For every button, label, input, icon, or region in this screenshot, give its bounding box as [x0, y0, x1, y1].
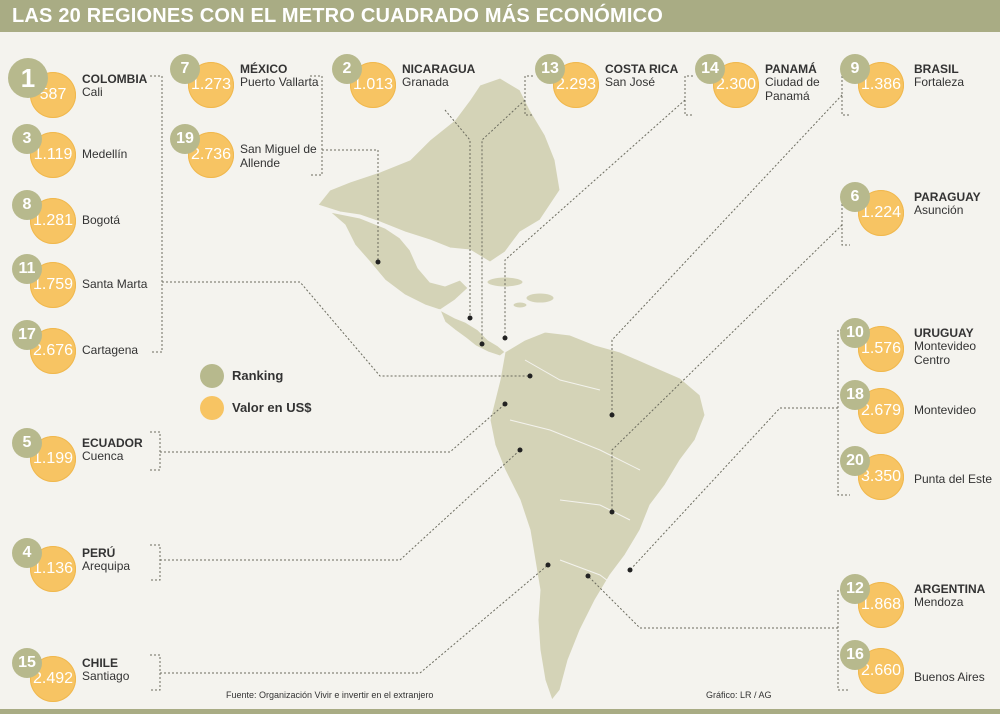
city-label: Fortaleza: [914, 75, 965, 89]
value-swatch: [200, 396, 224, 420]
entry-colombia-santa-marta: 1.759 11 Santa Marta: [12, 254, 182, 318]
bottom-bar: [0, 709, 1000, 714]
rank-badge: 8: [12, 190, 42, 220]
country-label: NICARAGUA: [402, 62, 476, 76]
rank-badge: 5: [12, 428, 42, 458]
country-label: MÉXICO: [240, 62, 288, 76]
rank-badge: 6: [840, 182, 870, 212]
city-label: Santiago: [82, 669, 130, 683]
entry-ecuador-cuenca: 1.199 5 ECUADOR Cuenca: [12, 428, 182, 492]
entry-nicaragua-granada: 1.013 2 NICARAGUA Granada: [332, 54, 502, 118]
city-label: Ciudad de Panamá: [765, 75, 820, 103]
city-label: Granada: [402, 75, 449, 89]
city-label: Punta del Este: [914, 472, 993, 486]
city-label: Medellín: [82, 147, 128, 161]
city-label: Montevideo Centro: [914, 339, 977, 367]
legend-ranking-label: Ranking: [232, 368, 284, 383]
value-badge: 1.386: [858, 62, 904, 108]
country-label: PARAGUAY: [914, 190, 981, 204]
rank-badge: 11: [12, 254, 42, 284]
country-label: ARGENTINA: [914, 582, 986, 596]
entry-paraguay-asuncion: 1.224 6 PARAGUAY Asunción: [840, 182, 1000, 246]
entry-mexico-san-miguel: 2.736 19 San Miguel de Allende: [170, 124, 340, 188]
rank-badge: 15: [12, 648, 42, 678]
value-badge: 3.350: [858, 454, 904, 500]
city-label: Cartagena: [82, 343, 139, 357]
entry-mexico-puerto-vallarta: 1.273 7 MÉXICO Puerto Vallarta: [170, 54, 340, 118]
country-label: URUGUAY: [914, 326, 974, 340]
ranking-swatch: [200, 364, 224, 388]
mexico-land: [328, 211, 469, 311]
rank-badge: 1: [8, 58, 48, 98]
rank-badge: 13: [535, 54, 565, 84]
rank-badge: 19: [170, 124, 200, 154]
country-label: PERÚ: [82, 546, 116, 560]
value-badge: 1.224: [858, 190, 904, 236]
city-label: Asunción: [914, 203, 964, 217]
city-label: San Miguel de Allende: [240, 142, 317, 170]
city-label: Arequipa: [82, 559, 131, 573]
rank-badge: 9: [840, 54, 870, 84]
value-badge: 2.660: [858, 648, 904, 694]
entry-uruguay-punta-del-este: 3.350 20 Punta del Este: [840, 446, 1000, 510]
entry-uruguay-montevideo: 2.679 18 Montevideo: [840, 380, 1000, 444]
source-note: Fuente: Organización Vivir e invertir en…: [226, 690, 434, 700]
city-label: Mendoza: [914, 595, 964, 609]
entry-colombia-cartagena: 2.676 17 Cartagena: [12, 320, 182, 384]
rank-badge: 14: [695, 54, 725, 84]
entry-peru-arequipa: 1.136 4 PERÚ Arequipa: [12, 538, 182, 602]
entry-costa-rica-san-jose: 2.293 13 COSTA RICA San José: [535, 54, 705, 118]
rank-badge: 4: [12, 538, 42, 568]
page-title: LAS 20 REGIONES CON EL METRO CUADRADO MÁ…: [12, 5, 663, 27]
rank-badge: 2: [332, 54, 362, 84]
value-badge: 2.676: [30, 328, 76, 374]
legend-value-label: Valor en US$: [232, 400, 312, 415]
country-label: COSTA RICA: [605, 62, 679, 76]
entry-chile-santiago: 2.492 15 CHILE Santiago: [12, 648, 182, 712]
country-label: PANAMÁ: [765, 62, 817, 76]
rank-badge: 7: [170, 54, 200, 84]
rank-badge: 3: [12, 124, 42, 154]
entry-colombia-medellin: 1.119 3 Medellín: [12, 124, 182, 188]
central-america-land: [439, 308, 506, 357]
city-label: Santa Marta: [82, 277, 148, 291]
city-label: Cali: [82, 85, 103, 99]
city-label: Montevideo: [914, 403, 977, 417]
title-bar: LAS 20 REGIONES CON EL METRO CUADRADO MÁ…: [0, 0, 1000, 32]
entry-colombia-bogota: 1.281 8 Bogotá: [12, 190, 182, 254]
value-badge: 2.300: [713, 62, 759, 108]
south-america-land: [489, 331, 706, 702]
city-label: Puerto Vallarta: [240, 75, 319, 89]
city-label: Buenos Aires: [914, 670, 985, 684]
country-label: COLOMBIA: [82, 72, 148, 86]
rank-badge: 16: [840, 640, 870, 670]
entry-colombia-cali: 587 1 COLOMBIA Cali: [8, 58, 182, 128]
country-label: BRASIL: [914, 62, 959, 76]
city-label: Bogotá: [82, 213, 121, 227]
rank-badge: 17: [12, 320, 42, 350]
rank-badge: 10: [840, 318, 870, 348]
city-label: Cuenca: [82, 449, 124, 463]
entry-brasil-fortaleza: 1.386 9 BRASIL Fortaleza: [840, 54, 1000, 118]
entry-uruguay-montevideo-centro: 1.576 10 URUGUAY Montevideo Centro: [840, 318, 1000, 382]
rank-badge: 18: [840, 380, 870, 410]
entry-argentina-mendoza: 1.868 12 ARGENTINA Mendoza: [840, 574, 1000, 638]
country-label: ECUADOR: [82, 436, 143, 450]
country-label: CHILE: [82, 656, 118, 670]
credit-note: Gráfico: LR / AG: [706, 690, 772, 700]
city-label: San José: [605, 75, 656, 89]
rank-badge: 12: [840, 574, 870, 604]
entry-argentina-buenos-aires: 2.660 16 Buenos Aires: [840, 640, 1000, 704]
rank-badge: 20: [840, 446, 870, 476]
entry-panama-ciudad: 2.300 14 PANAMÁ Ciudad de Panamá: [695, 54, 865, 118]
